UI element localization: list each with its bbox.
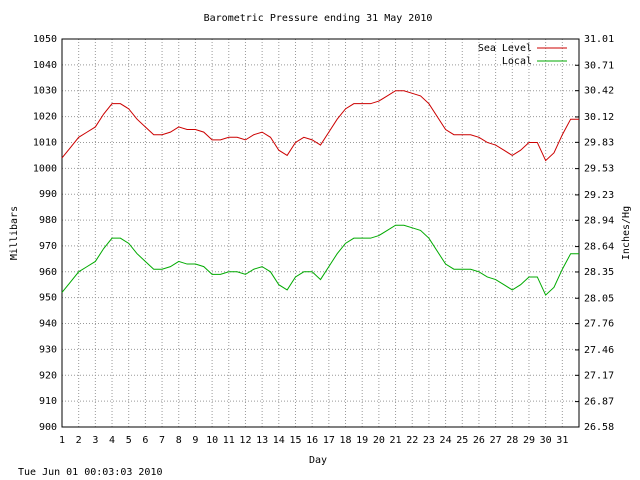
y2-tick-label: 28.35 (584, 267, 614, 278)
x-tick-label: 3 (92, 435, 98, 446)
x-tick-label: 29 (523, 435, 535, 446)
y-tick-label: 970 (39, 241, 57, 252)
y2-tick-label: 27.17 (584, 370, 614, 381)
y2-axis-label: Inches/Hg (621, 206, 632, 260)
legend-label: Local (502, 56, 532, 67)
y2-tick-label: 30.42 (584, 86, 614, 97)
x-tick-label: 26 (473, 435, 485, 446)
y-tick-label: 920 (39, 370, 57, 381)
legend-label: Sea Level (478, 43, 532, 54)
x-tick-label: 7 (159, 435, 165, 446)
x-tick-label: 1 (59, 435, 65, 446)
y2-tick-label: 27.76 (584, 319, 614, 330)
x-tick-label: 20 (373, 435, 385, 446)
y-tick-label: 900 (39, 422, 57, 433)
y2-tick-label: 26.87 (584, 397, 614, 408)
y-tick-label: 940 (39, 319, 57, 330)
y2-tick-label: 31.01 (584, 34, 614, 45)
y2-tick-label: 28.64 (584, 242, 614, 253)
y-tick-label: 950 (39, 293, 57, 304)
x-tick-label: 19 (356, 435, 368, 446)
x-tick-label: 15 (289, 435, 301, 446)
x-tick-label: 18 (339, 435, 351, 446)
x-tick-label: 30 (540, 435, 552, 446)
y-tick-label: 1030 (33, 86, 57, 97)
x-tick-label: 10 (206, 435, 218, 446)
y2-tick-label: 26.58 (584, 422, 614, 433)
plot-frame (61, 38, 580, 428)
y-tick-label: 1050 (33, 34, 57, 45)
x-tick-label: 27 (490, 435, 502, 446)
series-line (61, 224, 579, 296)
x-tick-label: 4 (109, 435, 115, 446)
y2-tick-label: 28.94 (584, 215, 614, 226)
x-tick-label: 6 (142, 435, 148, 446)
x-tick-label: 22 (406, 435, 418, 446)
y-tick-label: 1000 (33, 163, 57, 174)
x-tick-label: 16 (306, 435, 318, 446)
x-tick-label: 21 (390, 435, 402, 446)
y-axis-label: Millibars (9, 206, 20, 260)
x-tick-label: 13 (256, 435, 268, 446)
x-tick-label: 24 (440, 435, 452, 446)
x-tick-label: 23 (423, 435, 435, 446)
y2-tick-label: 30.12 (584, 112, 614, 123)
y2-tick-label: 27.46 (584, 345, 614, 356)
x-tick-label: 8 (176, 435, 182, 446)
y-tick-label: 910 (39, 396, 57, 407)
y2-tick-label: 29.83 (584, 137, 614, 148)
x-axis-label: Day (309, 455, 327, 466)
y-tick-label: 980 (39, 215, 57, 226)
x-tick-label: 14 (273, 435, 285, 446)
y-tick-label: 990 (39, 189, 57, 200)
chart-title: Barometric Pressure ending 31 May 2010 (204, 13, 433, 24)
y-tick-label: 960 (39, 267, 57, 278)
x-tick-label: 25 (456, 435, 468, 446)
x-tick-label: 31 (556, 435, 568, 446)
x-tick-label: 5 (126, 435, 132, 446)
y2-tick-label: 30.71 (584, 60, 614, 71)
footer: Tue Jun 01 00:03:03 2010 (18, 467, 163, 478)
y2-tick-label: 28.05 (584, 293, 614, 304)
x-tick-label: 2 (76, 435, 82, 446)
y-tick-label: 930 (39, 344, 57, 355)
y2-tick-label: 29.23 (584, 190, 614, 201)
x-tick-label: 17 (323, 435, 335, 446)
y2-tick-label: 29.53 (584, 164, 614, 175)
x-tick-label: 11 (223, 435, 235, 446)
x-tick-label: 9 (192, 435, 198, 446)
y-tick-label: 1020 (33, 112, 57, 123)
series-line (61, 90, 579, 162)
x-tick-label: 28 (506, 435, 518, 446)
y-tick-label: 1010 (33, 137, 57, 148)
y-tick-label: 1040 (33, 60, 57, 71)
x-tick-label: 12 (239, 435, 251, 446)
